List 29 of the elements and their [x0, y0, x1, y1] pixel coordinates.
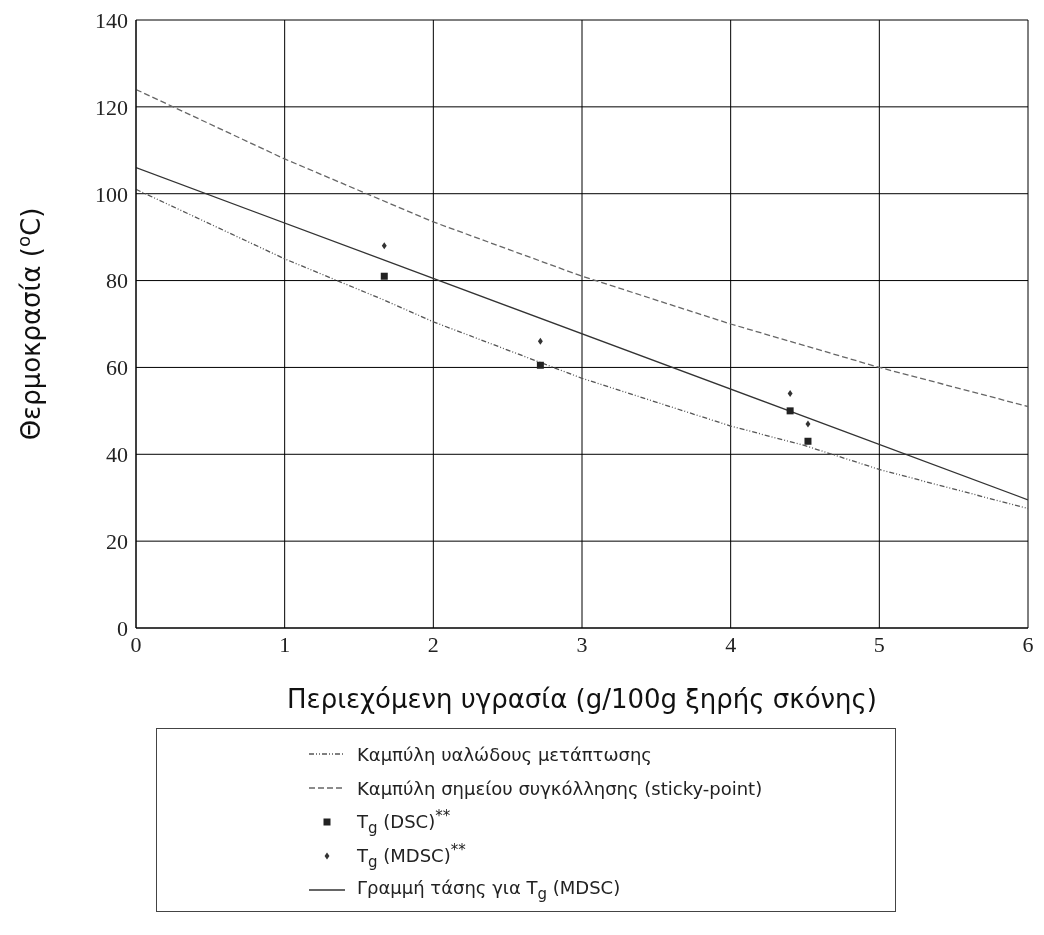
legend-label: Καμπύλη υαλώδους μετάπτωσης — [357, 743, 652, 765]
x-tick-label: 6 — [1022, 631, 1034, 657]
y-tick-label: 60 — [106, 355, 128, 381]
point — [381, 242, 387, 250]
x-tick-label: 5 — [873, 631, 885, 657]
x-tick-label: 3 — [576, 631, 588, 657]
point — [786, 407, 794, 415]
y-tick-label: 20 — [106, 528, 128, 554]
y-tick-label: 80 — [106, 268, 128, 294]
point — [537, 337, 543, 345]
x-tick-label: 1 — [279, 631, 291, 657]
y-tick-label: 140 — [95, 7, 128, 33]
legend-label: Καμπύλη σημείου συγκόλλησης (sticky-point) — [357, 777, 763, 799]
legend-label: T$_{g}$ (DSC)$^{**}$ — [357, 807, 451, 837]
x-tick-label: 4 — [725, 631, 737, 657]
point — [536, 361, 544, 369]
point — [805, 420, 811, 428]
y-tick-label: 100 — [95, 181, 128, 207]
y-tick-label: 120 — [95, 94, 128, 120]
point — [380, 272, 388, 280]
point — [787, 389, 793, 397]
line-series — [136, 88, 1028, 408]
legend-label: Γραμμή τάσης για T$_{g}$ (MDSC) — [357, 877, 621, 903]
legend-label: T$_{g}$ (MDSC)$^{**}$ — [357, 841, 466, 871]
y-tick-label: 0 — [117, 615, 128, 641]
x-axis-title: Περιεχόμενη υγρασία (g/100g ξηρής σκόνης) — [287, 684, 877, 714]
x-tick-label: 2 — [427, 631, 439, 657]
y-tick-label: 40 — [106, 442, 128, 468]
point — [804, 437, 812, 445]
